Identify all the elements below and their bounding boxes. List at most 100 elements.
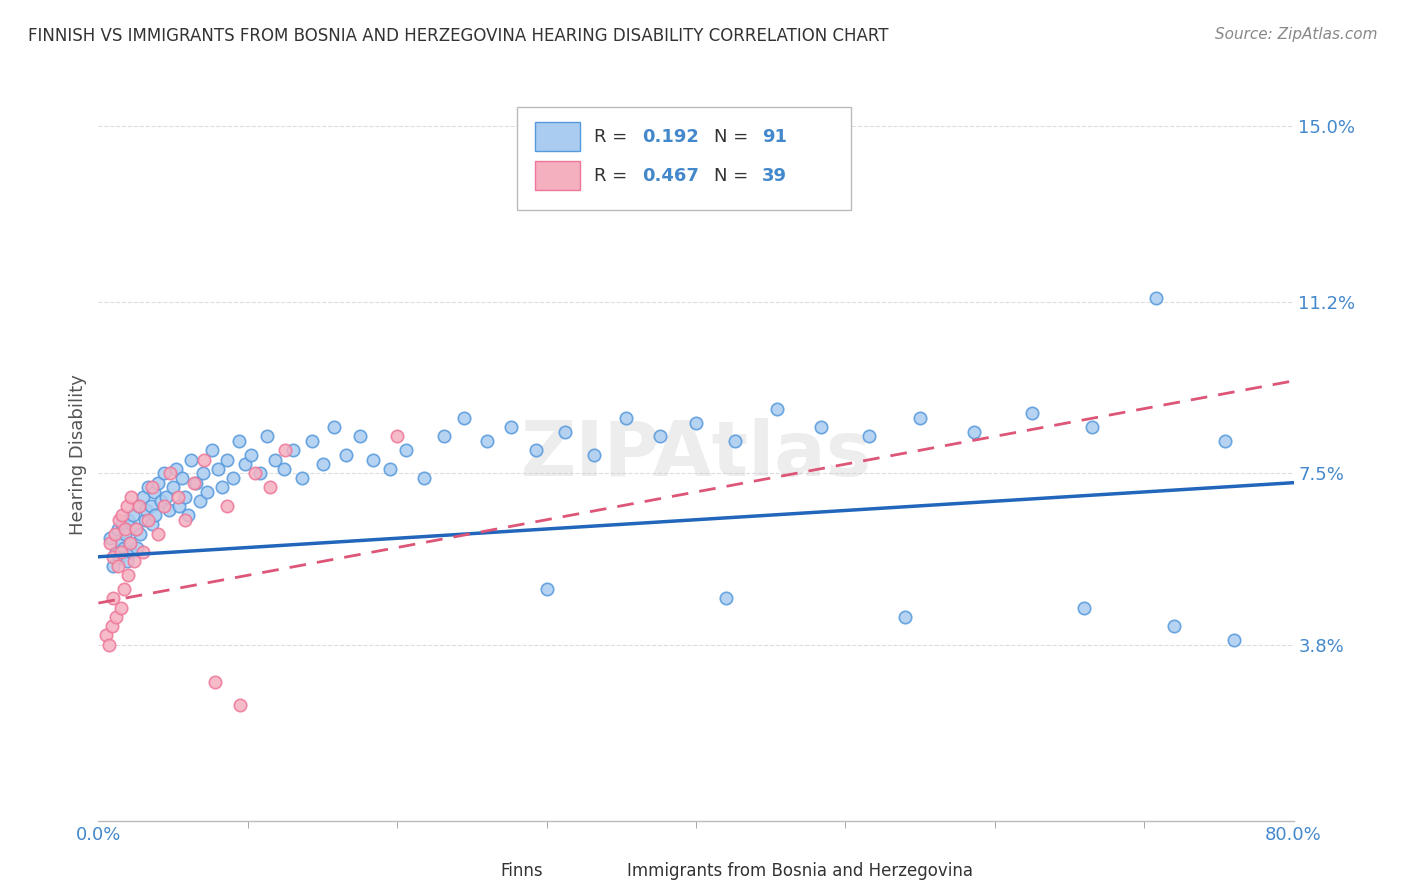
Point <box>103 559 125 574</box>
Point <box>97 638 120 652</box>
Point <box>1073 600 1095 615</box>
Point <box>121 508 143 522</box>
Point <box>177 508 200 522</box>
Point <box>413 471 436 485</box>
Text: N =: N = <box>714 128 754 145</box>
Point <box>120 545 142 559</box>
Point <box>908 410 931 425</box>
Point <box>183 475 205 490</box>
FancyBboxPatch shape <box>591 862 621 881</box>
Point <box>107 559 129 574</box>
Point <box>184 475 207 490</box>
Point <box>110 600 132 615</box>
Point <box>110 536 132 550</box>
Point <box>112 582 135 597</box>
Point <box>120 490 142 504</box>
Text: R =: R = <box>595 167 633 185</box>
Text: FINNISH VS IMMIGRANTS FROM BOSNIA AND HERZEGOVINA HEARING DISABILITY CORRELATION: FINNISH VS IMMIGRANTS FROM BOSNIA AND HE… <box>28 27 889 45</box>
Point <box>291 471 314 485</box>
Point <box>128 499 150 513</box>
Point <box>1163 619 1185 633</box>
Point <box>685 416 707 430</box>
Point <box>94 628 117 642</box>
Point <box>132 545 155 559</box>
Point <box>107 522 129 536</box>
Text: R =: R = <box>595 128 633 145</box>
Point <box>129 526 152 541</box>
Point <box>134 513 156 527</box>
Point <box>395 443 418 458</box>
Point <box>1213 434 1236 448</box>
Point <box>215 499 238 513</box>
FancyBboxPatch shape <box>534 161 581 190</box>
Point <box>155 490 177 504</box>
Point <box>141 480 163 494</box>
Point <box>499 420 522 434</box>
Point <box>724 434 747 448</box>
Point <box>432 429 454 443</box>
Point <box>201 443 224 458</box>
Point <box>112 541 135 555</box>
Point <box>858 429 880 443</box>
Point <box>963 425 986 439</box>
Point <box>363 452 385 467</box>
Point <box>229 698 252 712</box>
Point <box>105 610 128 624</box>
Point <box>117 568 139 582</box>
Point <box>1223 633 1246 648</box>
Point <box>193 452 215 467</box>
Text: Immigrants from Bosnia and Herzegovina: Immigrants from Bosnia and Herzegovina <box>627 863 973 880</box>
Point <box>172 471 194 485</box>
Point <box>894 610 917 624</box>
Point <box>311 457 333 471</box>
Point <box>174 490 197 504</box>
Point <box>228 434 250 448</box>
Point <box>249 467 271 481</box>
Point <box>554 425 576 439</box>
Point <box>118 536 141 550</box>
Point <box>162 480 184 494</box>
Point <box>378 462 401 476</box>
Text: N =: N = <box>714 167 754 185</box>
Point <box>98 536 122 550</box>
Point <box>614 410 637 425</box>
Point <box>256 429 278 443</box>
Point <box>475 434 498 448</box>
Point <box>128 499 150 513</box>
Point <box>274 443 297 458</box>
Point <box>239 448 262 462</box>
Point <box>136 513 159 527</box>
Point <box>127 541 149 555</box>
Point <box>174 513 197 527</box>
Point <box>385 429 409 443</box>
Point <box>222 471 245 485</box>
Y-axis label: Hearing Disability: Hearing Disability <box>69 375 87 535</box>
Point <box>103 591 125 606</box>
Text: 91: 91 <box>762 128 787 145</box>
Point <box>650 429 672 443</box>
Point <box>273 462 295 476</box>
Point <box>153 467 176 481</box>
Point <box>148 475 170 490</box>
Point <box>103 549 125 564</box>
Point <box>263 452 285 467</box>
Point <box>114 526 136 541</box>
Point <box>157 503 180 517</box>
Point <box>125 522 148 536</box>
Point <box>281 443 304 458</box>
Point <box>1144 291 1167 305</box>
Point <box>166 490 188 504</box>
Point <box>453 410 475 425</box>
Point <box>215 452 238 467</box>
Point <box>191 467 214 481</box>
Point <box>105 545 128 559</box>
Point <box>98 531 122 545</box>
Point <box>180 452 202 467</box>
Point <box>153 499 176 513</box>
Point <box>197 485 219 500</box>
Point <box>143 508 166 522</box>
Point <box>111 508 134 522</box>
Point <box>207 462 229 476</box>
FancyBboxPatch shape <box>517 108 852 210</box>
Point <box>259 480 281 494</box>
